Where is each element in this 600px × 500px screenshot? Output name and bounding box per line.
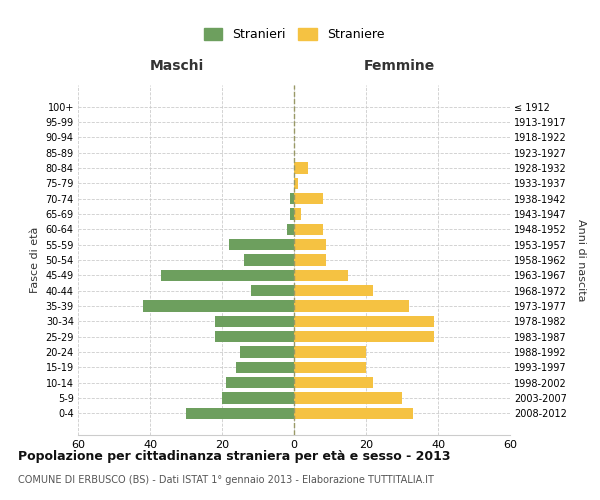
Bar [294,270,348,281]
Bar [294,178,298,189]
Bar [215,331,294,342]
Bar [290,208,294,220]
Bar [294,193,323,204]
Bar [236,362,294,373]
Bar [294,239,326,250]
Bar [294,392,402,404]
Bar [229,239,294,250]
Text: COMUNE DI ERBUSCO (BS) - Dati ISTAT 1° gennaio 2013 - Elaborazione TUTTITALIA.IT: COMUNE DI ERBUSCO (BS) - Dati ISTAT 1° g… [18,475,434,485]
Text: Popolazione per cittadinanza straniera per età e sesso - 2013: Popolazione per cittadinanza straniera p… [18,450,451,463]
Bar [294,224,323,235]
Bar [287,224,294,235]
Bar [294,408,413,419]
Bar [294,208,301,220]
Text: Femmine: Femmine [364,58,434,72]
Bar [161,270,294,281]
Bar [294,300,409,312]
Bar [240,346,294,358]
Bar [294,316,434,327]
Bar [294,285,373,296]
Bar [251,285,294,296]
Y-axis label: Anni di nascita: Anni di nascita [577,218,586,301]
Bar [244,254,294,266]
Bar [143,300,294,312]
Bar [294,346,366,358]
Bar [294,162,308,173]
Bar [226,377,294,388]
Bar [294,254,326,266]
Text: Maschi: Maschi [150,58,204,72]
Y-axis label: Fasce di età: Fasce di età [30,227,40,293]
Bar [215,316,294,327]
Bar [222,392,294,404]
Bar [290,193,294,204]
Bar [186,408,294,419]
Bar [294,362,366,373]
Legend: Stranieri, Straniere: Stranieri, Straniere [203,28,385,41]
Bar [294,377,373,388]
Bar [294,331,434,342]
